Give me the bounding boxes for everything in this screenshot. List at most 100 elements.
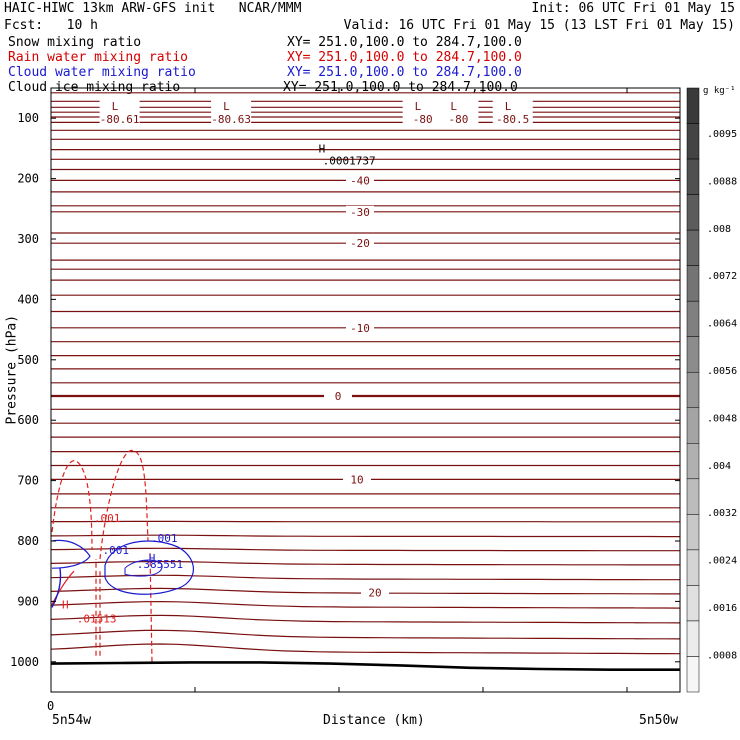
rain-max-marker: H [62, 599, 69, 612]
y-tick-label: 1000 [10, 655, 39, 669]
colorbar-swatch [686, 229, 700, 266]
colorbar-swatch [686, 656, 700, 693]
colorbar-label: .0095 [707, 129, 737, 140]
y-tick-label: 400 [17, 292, 39, 306]
snow-max-marker: H [319, 142, 326, 155]
rain-label: .01513 [77, 612, 117, 625]
colorbar-swatch [686, 87, 700, 124]
colorbar-swatch [686, 123, 700, 160]
x-axis-end-label: 5n50w [639, 713, 679, 728]
isotherm-label: -20 [350, 237, 370, 250]
colorbar-swatch [686, 620, 700, 657]
cloud-water-label: .001 [151, 532, 178, 545]
low-value: -80.61 [100, 113, 140, 126]
cloud-water-label: .385551 [137, 558, 183, 571]
colorbar-swatch [686, 407, 700, 444]
isotherm-label: 20 [368, 586, 381, 599]
y-tick-label: 100 [17, 111, 39, 125]
isotherm-label: 10 [350, 473, 363, 486]
x-axis-zero-label: 0 [47, 699, 55, 713]
snow-max-value: .0001737 [323, 154, 376, 167]
init-time: Init: 06 UTC Fri 01 May 15 [531, 1, 736, 16]
legend-rain-xy: XY= 251.0,100.0 to 284.7,100.0 [287, 50, 522, 65]
isotherm-label: -40 [350, 174, 370, 187]
y-tick-label: 600 [17, 413, 39, 427]
rain-label: .001 [94, 512, 121, 525]
low-label-bg [99, 98, 140, 125]
isotherm-line [50, 643, 681, 655]
low-label-bg [438, 98, 479, 125]
y-tick-label: 500 [17, 353, 39, 367]
isotherm-label: -10 [350, 322, 370, 335]
isotherm-line [50, 600, 681, 609]
low-value: -80 [448, 113, 468, 126]
rain-contour [51, 460, 93, 551]
colorbar-swatch [686, 336, 700, 373]
colorbar-swatch [686, 194, 700, 231]
y-tick-label: 800 [17, 534, 39, 548]
colorbar-label: .0008 [707, 650, 737, 661]
forecast-hour: Fcst: 10 h [4, 18, 98, 33]
isotherm-line [50, 547, 680, 552]
y-tick-label: 700 [17, 474, 39, 488]
low-marker: L [505, 100, 512, 113]
terrain-line [50, 661, 680, 671]
isotherm-line [50, 629, 681, 640]
low-label-bg [402, 98, 443, 125]
cloud-water-label: .001 [102, 544, 129, 557]
rain-contour [51, 570, 75, 605]
colorbar-swatch [686, 443, 700, 480]
isotherm-label: 0 [335, 390, 342, 403]
legend-cloud-water-name: Cloud water mixing ratio [8, 65, 196, 80]
isotherm-line [50, 614, 681, 624]
legend-cloud-water-xy: XY= 251.0,100.0 to 284.7,100.0 [287, 65, 522, 80]
cloud-water-contour [51, 568, 62, 608]
plot-frame [50, 87, 681, 693]
colorbar-swatch [686, 158, 700, 195]
isotherm-line [50, 534, 680, 538]
colorbar-label: .0072 [707, 271, 737, 282]
colorbar-swatch [686, 265, 700, 302]
colorbar-swatch [686, 478, 700, 515]
legend-snow-xy: XY= 251.0,100.0 to 284.7,100.0 [287, 35, 522, 50]
colorbar-label: .0088 [707, 176, 737, 187]
colorbar-label: .0016 [707, 603, 737, 614]
cloud-water-max-marker: H [149, 552, 156, 565]
cloud-water-contour [104, 540, 194, 595]
low-value: -80.5 [496, 113, 529, 126]
isotherm-label-bg [343, 473, 371, 486]
low-marker: L [223, 100, 230, 113]
colorbar-label: .0048 [707, 413, 737, 424]
colorbar-label: .004 [707, 461, 731, 472]
y-tick-label: 300 [17, 232, 39, 246]
legend-snow-name: Snow mixing ratio [8, 35, 142, 50]
y-axis-title: Pressure (hPa) [4, 314, 20, 425]
low-marker: L [415, 100, 422, 113]
cloud-water-contour [51, 539, 91, 569]
low-value: -80 [413, 113, 433, 126]
isotherm-line [50, 560, 680, 566]
rain-contour [149, 553, 153, 662]
colorbar-label: .0056 [707, 366, 737, 377]
cloud-water-contour [124, 559, 163, 577]
colorbar-swatch [686, 371, 700, 409]
colorbar-label: .0024 [707, 556, 737, 567]
isotherm-label: -30 [350, 206, 370, 219]
isotherm-label-bg [324, 390, 352, 403]
colorbar-swatch [686, 549, 700, 586]
isotherm-label-bg [361, 586, 389, 599]
colorbar-swatch [686, 300, 700, 337]
isotherm-label-bg [346, 237, 374, 250]
low-value: -80.63 [211, 113, 251, 126]
colorbar-label: .0032 [707, 508, 737, 519]
low-label-bg [211, 98, 252, 125]
legend-rain-name: Rain water mixing ratio [8, 50, 189, 65]
rain-contour [99, 449, 149, 560]
x-axis-start-label: 5n54w [52, 713, 92, 728]
isotherm-label-bg [346, 174, 374, 187]
colorbar-label: .0064 [707, 319, 737, 330]
isotherm-label-bg [346, 205, 374, 218]
colorbar-swatch [686, 585, 700, 622]
isotherm-line [50, 574, 680, 581]
valid-time: Valid: 16 UTC Fri 01 May 15 (13 LST Fri … [343, 18, 735, 33]
